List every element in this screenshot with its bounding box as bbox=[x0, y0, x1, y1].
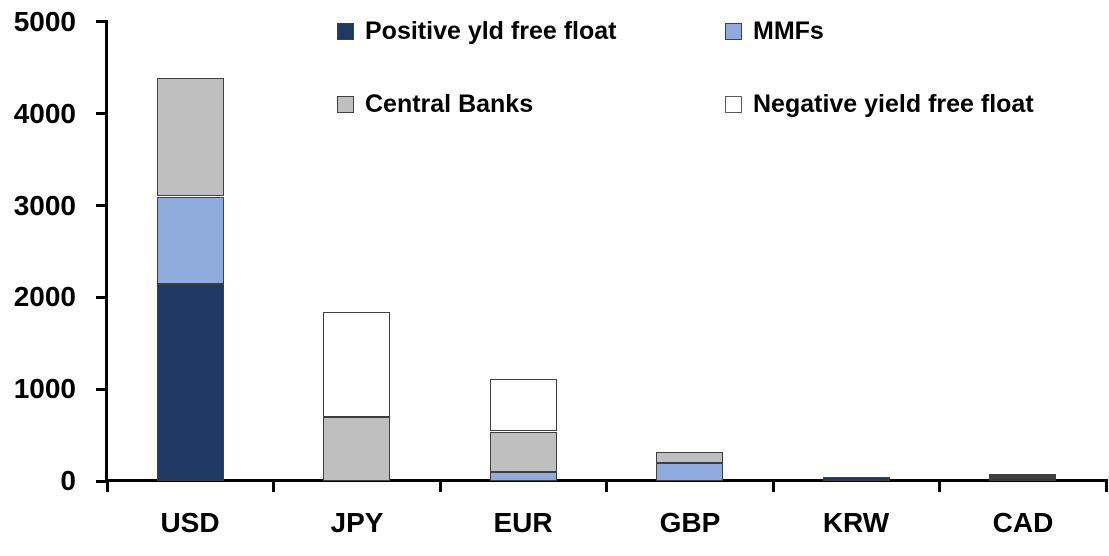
y-tick-label: 3000 bbox=[13, 190, 76, 221]
legend-label-negative-yield-free-float: Negative yield free float bbox=[753, 90, 1034, 118]
bar-segment-gbp-mmfs bbox=[656, 463, 723, 481]
bar-segment-eur-mmfs bbox=[490, 472, 557, 481]
y-tick bbox=[96, 480, 106, 483]
x-category-label-usd: USD bbox=[160, 507, 220, 538]
x-tick bbox=[106, 479, 109, 492]
y-tick-label: 1000 bbox=[13, 373, 76, 404]
x-category-label-krw: KRW bbox=[822, 507, 890, 538]
bar-segment-usd-positive-yld-free-float bbox=[157, 284, 224, 481]
bar-segment-krw-positive-yld-free-float bbox=[823, 477, 890, 481]
y-axis-line bbox=[105, 20, 108, 482]
legend-swatch-negative-yield-free-float bbox=[725, 95, 742, 113]
y-tick bbox=[96, 204, 106, 207]
x-category-label-cad: CAD bbox=[992, 507, 1054, 538]
bar-segment-eur-negative-yield-free-float bbox=[490, 379, 557, 431]
bar-segment-cad-central-banks bbox=[989, 474, 1056, 476]
y-tick-label: 2000 bbox=[13, 281, 76, 312]
y-tick bbox=[96, 112, 106, 115]
plot-area bbox=[107, 22, 1106, 481]
x-tick bbox=[605, 479, 608, 492]
legend-label-positive-yld-free-float: Positive yld free float bbox=[365, 17, 617, 45]
x-category-label-gbp: GBP bbox=[659, 507, 721, 538]
x-category-label-eur: EUR bbox=[493, 507, 553, 538]
x-tick bbox=[772, 479, 775, 492]
y-tick-label: 0 bbox=[60, 465, 76, 496]
legend-swatch-mmfs bbox=[725, 22, 742, 40]
x-tick bbox=[439, 479, 442, 492]
legend-label-mmfs: MMFs bbox=[753, 17, 824, 45]
y-tick bbox=[96, 296, 106, 299]
x-tick bbox=[272, 479, 275, 492]
bar-segment-jpy-negative-yield-free-float bbox=[323, 312, 390, 417]
x-tick bbox=[938, 479, 941, 492]
y-tick bbox=[96, 388, 106, 391]
bar-segment-jpy-central-banks bbox=[323, 417, 390, 481]
legend-item-central-banks: Central Banks bbox=[337, 91, 533, 117]
y-tick-label: 4000 bbox=[13, 98, 76, 129]
legend-swatch-central-banks bbox=[337, 95, 354, 113]
legend-item-negative-yield-free-float: Negative yield free float bbox=[725, 91, 1034, 117]
bar-segment-gbp-central-banks bbox=[656, 452, 723, 463]
bar-segment-usd-mmfs bbox=[157, 197, 224, 284]
y-tick bbox=[96, 20, 106, 23]
x-category-label-jpy: JPY bbox=[330, 507, 384, 538]
legend-item-positive-yld-free-float: Positive yld free float bbox=[337, 18, 616, 44]
y-tick-label: 5000 bbox=[13, 6, 76, 37]
bar-segment-cad-positive-yld-free-float bbox=[989, 478, 1056, 481]
bar-segment-cad-mmfs bbox=[989, 476, 1056, 478]
bar-segment-eur-central-banks bbox=[490, 432, 557, 472]
legend-label-central-banks: Central Banks bbox=[365, 90, 534, 118]
x-tick bbox=[1105, 479, 1108, 492]
legend-item-mmfs: MMFs bbox=[725, 18, 824, 44]
legend-swatch-positive-yld-free-float bbox=[337, 22, 354, 40]
bar-segment-usd-central-banks bbox=[157, 78, 224, 196]
